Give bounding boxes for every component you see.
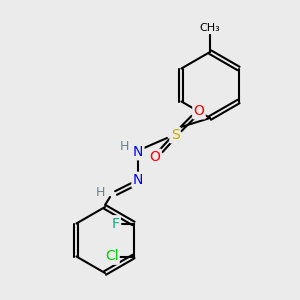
Text: N: N [133,145,143,159]
Text: CH₃: CH₃ [200,23,220,33]
Text: H: H [119,140,129,154]
Text: O: O [194,104,204,118]
Text: H: H [95,187,105,200]
Text: F: F [112,217,120,230]
Text: O: O [150,150,160,164]
Text: Cl: Cl [105,250,118,263]
Text: S: S [171,128,179,142]
Text: N: N [133,173,143,187]
